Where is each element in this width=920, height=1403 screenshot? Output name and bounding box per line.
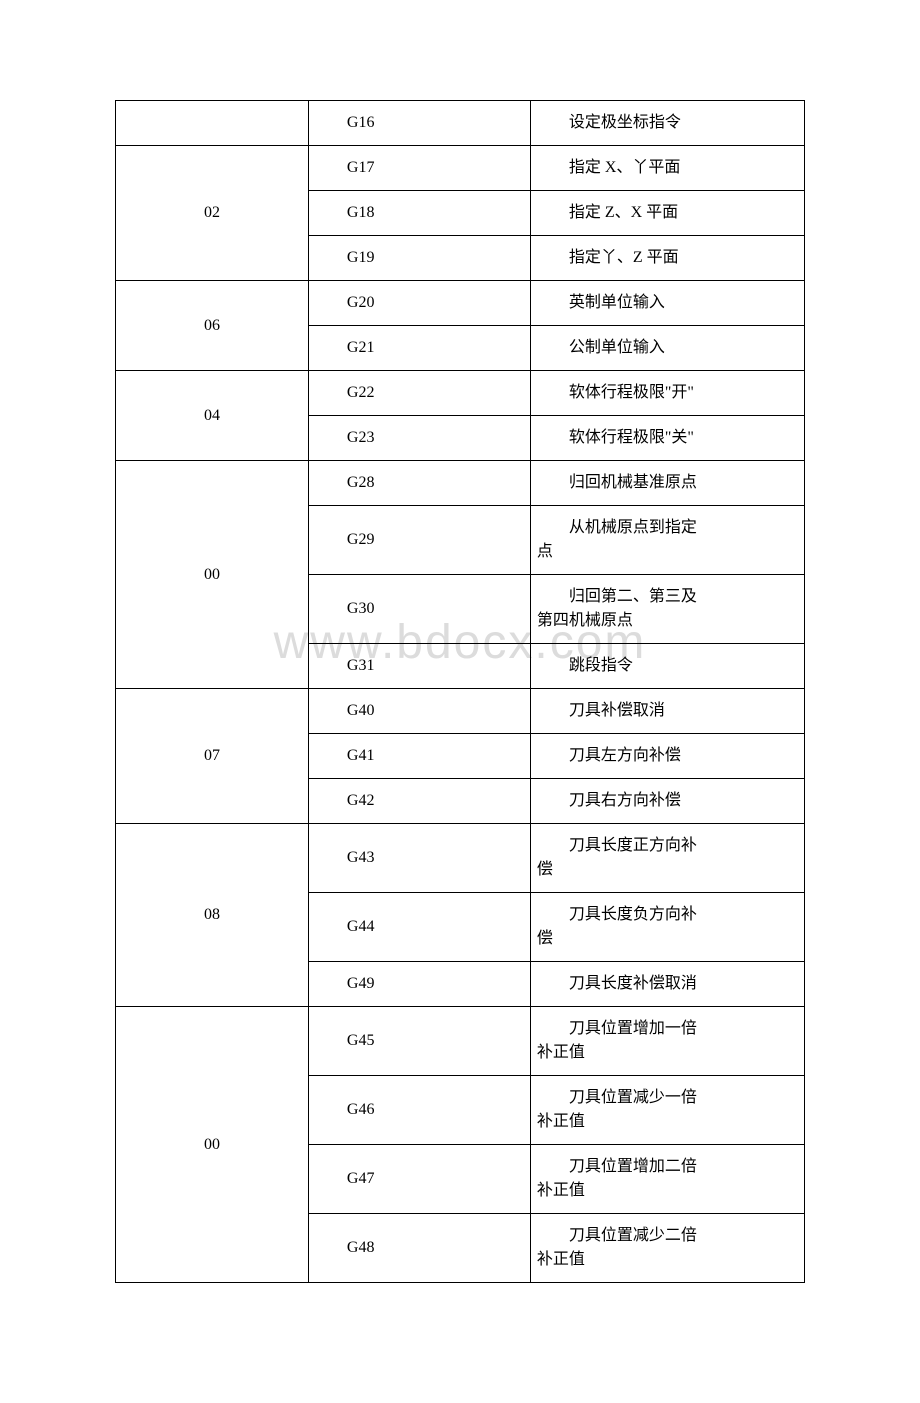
code-cell: G21 [308, 326, 530, 371]
code-cell: G31 [308, 644, 530, 689]
table-row: G16设定极坐标指令 [116, 101, 805, 146]
group-cell: 00 [116, 461, 309, 689]
code-cell: G20 [308, 281, 530, 326]
description-cell: 归回第二、第三及第四机械原点 [530, 575, 804, 644]
code-cell: G28 [308, 461, 530, 506]
code-cell: G45 [308, 1007, 530, 1076]
code-cell: G40 [308, 689, 530, 734]
table-row: 08G43刀具长度正方向补偿 [116, 824, 805, 893]
description-cell: 软体行程极限"开" [530, 371, 804, 416]
group-cell [116, 101, 309, 146]
page-container: G16设定极坐标指令02G17指定 X、丫平面G18指定 Z、X 平面G19指定… [0, 0, 920, 1403]
code-cell: G23 [308, 416, 530, 461]
code-cell: G49 [308, 962, 530, 1007]
table-row: 02G17指定 X、丫平面 [116, 146, 805, 191]
description-line: 偿 [537, 861, 553, 878]
description-line: 归回第二、第三及 [537, 585, 798, 609]
code-cell: G30 [308, 575, 530, 644]
description-line: 点 [537, 543, 553, 560]
group-cell: 07 [116, 689, 309, 824]
description-line: 偿 [537, 930, 553, 947]
description-cell: 指定 Z、X 平面 [530, 191, 804, 236]
code-cell: G46 [308, 1076, 530, 1145]
description-cell: 刀具长度补偿取消 [530, 962, 804, 1007]
code-cell: G17 [308, 146, 530, 191]
description-cell: 刀具位置减少二倍补正值 [530, 1214, 804, 1283]
description-line: 第四机械原点 [537, 612, 633, 629]
group-cell: 04 [116, 371, 309, 461]
description-line: 补正值 [537, 1182, 585, 1199]
description-line: 刀具长度正方向补 [537, 834, 798, 858]
description-line: 补正值 [537, 1251, 585, 1268]
description-cell: 刀具长度负方向补偿 [530, 893, 804, 962]
gcode-table: G16设定极坐标指令02G17指定 X、丫平面G18指定 Z、X 平面G19指定… [115, 100, 805, 1283]
description-cell: 从机械原点到指定点 [530, 506, 804, 575]
table-body: G16设定极坐标指令02G17指定 X、丫平面G18指定 Z、X 平面G19指定… [116, 101, 805, 1283]
description-cell: 刀具位置增加二倍补正值 [530, 1145, 804, 1214]
description-line: 刀具位置减少一倍 [537, 1086, 798, 1110]
description-cell: 公制单位输入 [530, 326, 804, 371]
group-cell: 00 [116, 1007, 309, 1283]
description-line: 刀具位置增加二倍 [537, 1155, 798, 1179]
description-cell: 归回机械基准原点 [530, 461, 804, 506]
table-row: 06G20英制单位输入 [116, 281, 805, 326]
description-cell: 刀具位置增加一倍补正值 [530, 1007, 804, 1076]
description-line: 补正值 [537, 1113, 585, 1130]
code-cell: G29 [308, 506, 530, 575]
description-line: 刀具位置减少二倍 [537, 1224, 798, 1248]
description-cell: 跳段指令 [530, 644, 804, 689]
code-cell: G48 [308, 1214, 530, 1283]
code-cell: G42 [308, 779, 530, 824]
description-cell: 指定丫、Z 平面 [530, 236, 804, 281]
description-cell: 指定 X、丫平面 [530, 146, 804, 191]
code-cell: G19 [308, 236, 530, 281]
group-cell: 08 [116, 824, 309, 1007]
table-row: 00G28归回机械基准原点 [116, 461, 805, 506]
table-row: 00G45刀具位置增加一倍补正值 [116, 1007, 805, 1076]
description-cell: 刀具位置减少一倍补正值 [530, 1076, 804, 1145]
code-cell: G41 [308, 734, 530, 779]
description-cell: 软体行程极限"关" [530, 416, 804, 461]
code-cell: G47 [308, 1145, 530, 1214]
group-cell: 02 [116, 146, 309, 281]
description-cell: 刀具右方向补偿 [530, 779, 804, 824]
table-row: 04G22软体行程极限"开" [116, 371, 805, 416]
description-cell: 刀具补偿取消 [530, 689, 804, 734]
code-cell: G18 [308, 191, 530, 236]
table-row: 07G40刀具补偿取消 [116, 689, 805, 734]
description-line: 从机械原点到指定 [537, 516, 798, 540]
code-cell: G44 [308, 893, 530, 962]
description-cell: 设定极坐标指令 [530, 101, 804, 146]
description-line: 补正值 [537, 1044, 585, 1061]
description-line: 刀具位置增加一倍 [537, 1017, 798, 1041]
description-cell: 刀具左方向补偿 [530, 734, 804, 779]
description-cell: 英制单位输入 [530, 281, 804, 326]
group-cell: 06 [116, 281, 309, 371]
code-cell: G16 [308, 101, 530, 146]
code-cell: G43 [308, 824, 530, 893]
code-cell: G22 [308, 371, 530, 416]
description-line: 刀具长度负方向补 [537, 903, 798, 927]
description-cell: 刀具长度正方向补偿 [530, 824, 804, 893]
